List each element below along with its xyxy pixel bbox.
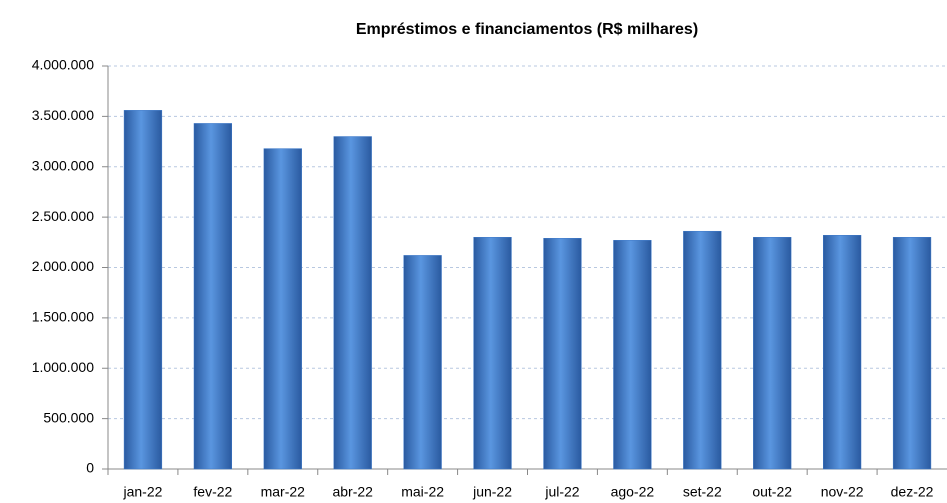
x-tick-label: out-22	[752, 484, 792, 500]
y-tick-label: 1.000.000	[32, 359, 94, 375]
bar	[403, 255, 442, 470]
bar	[822, 235, 862, 470]
x-tick-label: mai-22	[401, 484, 444, 500]
x-tick-label: set-22	[683, 484, 722, 500]
x-tick-label: abr-22	[332, 484, 373, 500]
bar	[473, 237, 512, 470]
y-tick-label: 2.000.000	[32, 258, 94, 274]
y-tick-label: 500.000	[43, 409, 94, 425]
y-tick-label: 0	[86, 460, 94, 476]
bar	[753, 237, 792, 470]
x-tick-label: ago-22	[611, 484, 655, 500]
y-tick-label: 2.500.000	[32, 208, 94, 224]
x-tick-label: jul-22	[544, 484, 579, 500]
x-tick-label: jun-22	[472, 484, 512, 500]
bar	[333, 136, 372, 470]
x-tick-label: nov-22	[821, 484, 864, 500]
y-tick-label: 3.500.000	[32, 107, 94, 123]
x-tick-label: mar-22	[261, 484, 306, 500]
bar	[193, 123, 233, 470]
x-tick-label: fev-22	[193, 484, 232, 500]
y-tick-label: 1.500.000	[32, 309, 94, 325]
x-tick-label: jan-22	[122, 484, 162, 500]
chart-title: Empréstimos e financiamentos (R$ milhare…	[356, 21, 698, 38]
bar	[543, 238, 582, 470]
bar	[613, 240, 652, 470]
bar	[892, 237, 932, 470]
y-tick-label: 3.000.000	[32, 157, 94, 173]
bar	[263, 148, 302, 470]
bar	[683, 230, 722, 470]
y-tick-label: 4.000.000	[32, 57, 94, 73]
x-tick-label: dez-22	[891, 484, 934, 500]
bar	[123, 110, 163, 470]
